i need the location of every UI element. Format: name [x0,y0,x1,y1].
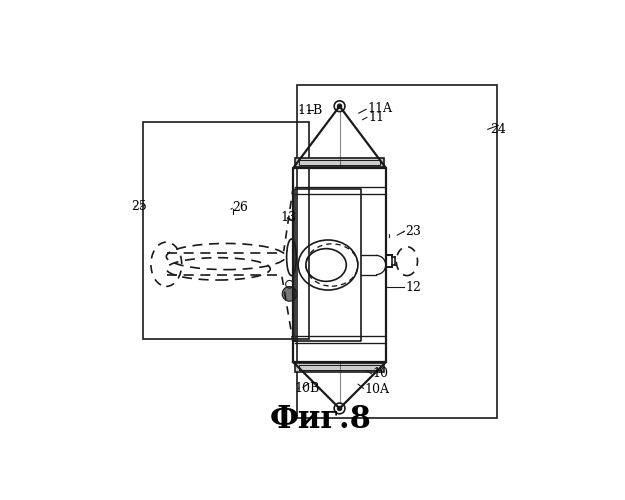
Text: 25: 25 [132,200,148,213]
Text: 23: 23 [405,225,421,238]
Circle shape [282,286,297,301]
Bar [295,364,384,372]
Text: 11B: 11B [298,104,322,117]
Circle shape [338,104,342,108]
Text: 10: 10 [372,368,388,380]
Bar [299,160,380,164]
Bar [299,366,380,370]
Bar [295,158,384,166]
Text: 13: 13 [280,212,296,224]
Text: 24: 24 [490,123,506,136]
Bar [298,85,498,418]
Circle shape [338,406,342,410]
Text: 12: 12 [405,280,421,293]
Text: 11A: 11A [368,102,392,114]
Text: 10A: 10A [364,382,389,396]
Text: 26: 26 [232,201,248,214]
Text: 10B: 10B [294,382,320,394]
Bar [143,122,309,339]
Text: 11: 11 [368,111,384,124]
Text: Фиг.8: Фиг.8 [269,404,371,436]
